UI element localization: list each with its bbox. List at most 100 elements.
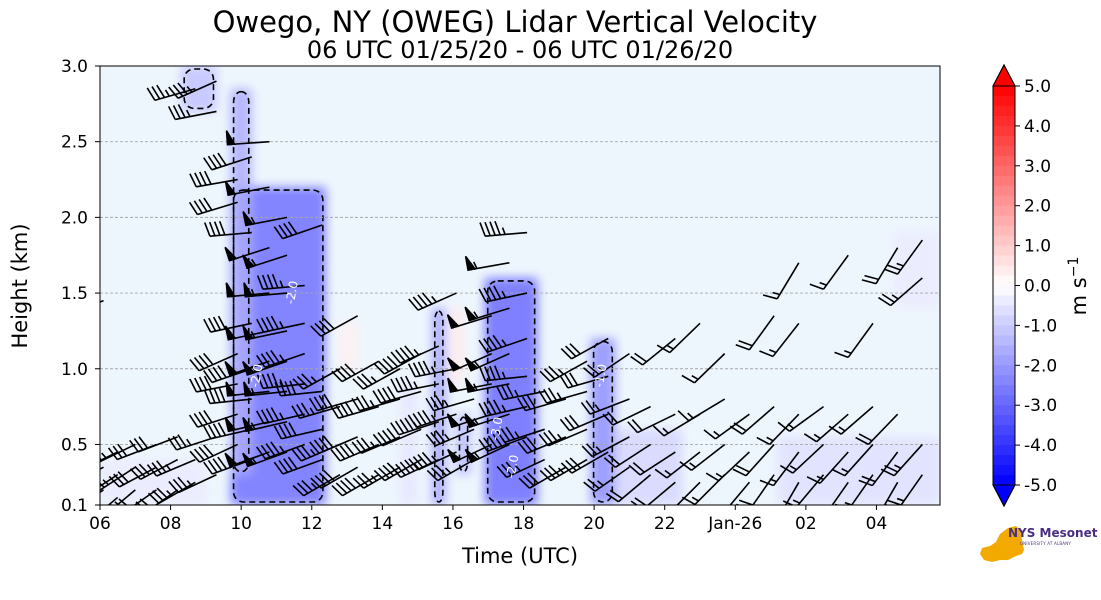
colorbar-band-35 — [993, 435, 1015, 446]
wind-barb-23 — [188, 409, 238, 428]
wind-barb-45 — [242, 417, 288, 433]
colorbar-extend-top — [992, 63, 1016, 87]
wind-barb-16 — [146, 458, 196, 477]
y-tick-label-2: 1.0 — [61, 360, 88, 380]
wind-barb-138 — [656, 322, 701, 354]
wind-barb-145 — [703, 413, 750, 440]
wind-barb-34 — [203, 152, 253, 171]
wind-barb-103 — [464, 255, 510, 272]
wind-barb-165 — [834, 322, 874, 359]
wind-barb-58 — [273, 456, 323, 475]
colorbar-tick-label-9: -4.0 — [1024, 436, 1057, 456]
colorbar-ticks: 5.0 4.0 3.0 2.0 1.0 0.0 -1.0 -2.0 -3.0 -4.0 -5.0 — [1015, 77, 1057, 496]
colorbar-tick-label-3: 2.0 — [1024, 197, 1051, 217]
wind-barb-118 — [538, 387, 588, 404]
wind-barb-51 — [242, 211, 288, 227]
colorbar-label: m s−1 — [1066, 257, 1091, 316]
wind-barb-48 — [242, 325, 288, 341]
colorbar-band-30 — [993, 385, 1015, 396]
wind-barb-31 — [203, 365, 253, 384]
wind-barb-132 — [628, 451, 676, 476]
wind-barb-119 — [539, 360, 588, 383]
contour-line-0 — [232, 189, 324, 503]
wind-barb-152 — [756, 413, 800, 446]
wind-barb-149 — [735, 315, 775, 351]
x-tick-label-4: 14 — [372, 514, 394, 534]
wind-barb-173 — [883, 239, 924, 275]
wind-barb-18 — [168, 473, 217, 494]
wind-barb-146 — [736, 474, 775, 505]
colorbar-band-26 — [993, 345, 1015, 356]
wind-barb-97 — [446, 314, 492, 330]
colorbar-band-23 — [993, 315, 1015, 326]
y-tick-label-4: 2.0 — [61, 208, 88, 228]
wind-barb-164 — [828, 405, 874, 435]
colorbar-band-1 — [993, 95, 1015, 107]
wind-barb-32 — [203, 315, 252, 333]
colorbar-band-20 — [993, 285, 1015, 296]
wind-barb-148 — [729, 405, 775, 435]
wind-barb-101 — [464, 352, 510, 372]
colorbar-tick-label-2: 3.0 — [1024, 157, 1051, 177]
wind-barb-90 — [426, 458, 475, 482]
wind-barb-72 — [330, 401, 380, 419]
x-tick-label-3: 12 — [301, 514, 323, 534]
colorbar-band-38 — [993, 465, 1015, 476]
wind-barb-111 — [495, 426, 545, 444]
wind-barb-135 — [657, 481, 701, 505]
colorbar-bands — [993, 86, 1015, 486]
wind-barbs — [100, 80, 924, 505]
wind-barb-19 — [167, 434, 217, 451]
chart-title: Owego, NY (OWEG) Lidar Vertical Velocity — [213, 5, 818, 39]
colorbar-tick-label-6: -1.0 — [1024, 316, 1057, 336]
logo-text: NYS Mesonet — [1008, 526, 1098, 540]
wind-barb-127 — [582, 352, 630, 378]
wind-barb-46 — [243, 381, 288, 397]
x-axis-label: Time (UTC) — [461, 544, 578, 568]
wind-barb-9 — [110, 489, 157, 505]
colorbar-band-34 — [993, 425, 1015, 436]
wind-barb-133 — [627, 413, 676, 434]
wind-barb-6 — [116, 489, 136, 505]
wind-barb-142 — [681, 353, 726, 384]
wind-barb-144 — [705, 451, 750, 482]
colorbar-band-31 — [993, 395, 1015, 406]
wind-barb-21 — [168, 80, 217, 99]
colorbar-band-5 — [993, 135, 1015, 147]
colorbar-band-18 — [993, 265, 1015, 277]
wind-barb-84 — [390, 375, 439, 393]
wind-barb-123 — [560, 337, 609, 360]
wind-barb-52 — [256, 441, 305, 460]
velocity-contours — [183, 68, 614, 503]
wind-barb-73 — [331, 360, 380, 383]
wind-barb-61 — [273, 221, 323, 240]
wind-barb-166 — [883, 481, 899, 505]
chart-subtitle: 06 UTC 01/25/20 - 06 UTC 01/26/20 — [307, 36, 733, 64]
wind-barb-117 — [538, 428, 588, 447]
wind-barb-170 — [884, 474, 924, 505]
wind-barb-124 — [583, 466, 630, 492]
colorbar-band-6 — [993, 145, 1015, 157]
wind-barb-3 — [107, 496, 119, 505]
x-tick-label-11: 04 — [866, 514, 888, 534]
wind-barb-105 — [478, 399, 528, 417]
wind-barb-76 — [351, 395, 401, 412]
wind-barb-65 — [292, 368, 341, 390]
wind-barb-128 — [605, 474, 652, 503]
colorbar-tick-label-0: 5.0 — [1024, 77, 1051, 97]
wind-barb-121 — [559, 413, 609, 432]
y-tick-label-6: 3.0 — [61, 57, 88, 77]
colorbar-band-8 — [993, 165, 1015, 177]
colorbar-band-19 — [993, 275, 1015, 286]
wind-barb-89 — [408, 292, 457, 311]
x-tick-label-2: 10 — [230, 514, 252, 534]
wind-barb-5 — [100, 451, 118, 462]
x-axis-ticks: 06 08 10 12 14 16 18 20 22 Jan-26 02 04 — [89, 505, 887, 534]
colorbar-band-11 — [993, 195, 1015, 207]
wind-barb-88 — [407, 360, 457, 378]
contour-label-0: -3.0 — [488, 416, 506, 441]
y-tick-label-3: 1.5 — [61, 284, 88, 304]
velocity-cell-1 — [230, 88, 252, 475]
ny-state-shape-icon — [980, 526, 1024, 562]
wind-barb-122 — [559, 372, 609, 389]
